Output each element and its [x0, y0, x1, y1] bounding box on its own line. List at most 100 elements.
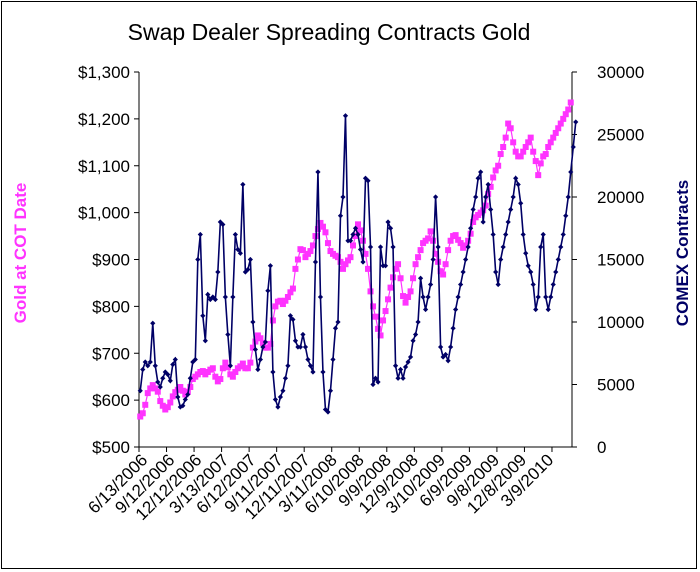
- gold-price-point: [565, 106, 572, 113]
- comex-contracts-point: [290, 316, 296, 323]
- comex-contracts-point: [465, 244, 471, 250]
- gold-price-point: [492, 167, 499, 174]
- comex-contracts-point: [327, 388, 334, 394]
- y-right-tick-label: 30000: [597, 63, 644, 82]
- gold-price-point: [247, 359, 254, 366]
- comex-contracts-point: [142, 359, 148, 365]
- comex-contracts-point: [443, 351, 449, 358]
- gold-price-point: [550, 134, 557, 141]
- comex-contracts-point: [485, 181, 491, 188]
- gold-price-point: [309, 242, 316, 249]
- y-left-tick-label: $1,200: [78, 110, 130, 129]
- comex-contracts-point: [448, 344, 454, 350]
- comex-contracts-point: [377, 244, 384, 250]
- gold-price-point: [144, 390, 151, 397]
- comex-contracts-point: [498, 256, 504, 263]
- comex-contracts-point: [553, 269, 559, 275]
- gold-price-point: [372, 313, 379, 320]
- gold-price-point: [284, 294, 291, 300]
- y-left-tick-label: $900: [92, 251, 130, 270]
- gold-price-point: [427, 228, 434, 235]
- gold-price-point: [397, 275, 404, 282]
- comex-contracts-point: [187, 375, 193, 381]
- comex-contracts-point: [520, 231, 526, 238]
- gold-price-point: [244, 365, 251, 372]
- gold-price-point: [502, 134, 509, 141]
- gold-price-point: [562, 111, 569, 118]
- comex-contracts-point: [357, 246, 364, 253]
- gold-price-point: [547, 139, 554, 146]
- gold-price-point: [239, 360, 246, 367]
- comex-contracts-point: [287, 313, 294, 319]
- gold-price-point: [537, 160, 544, 167]
- gold-price-point: [490, 174, 497, 181]
- gold-price-point: [267, 340, 274, 347]
- gold-price-point: [324, 240, 331, 247]
- comex-contracts-point: [292, 338, 299, 344]
- gold-price-point: [222, 359, 229, 366]
- gold-price-point: [299, 247, 306, 254]
- gold-price-point: [149, 382, 156, 389]
- gold-price-point: [217, 376, 224, 383]
- comex-contracts-point: [555, 256, 561, 263]
- y-right-tick-label: 15000: [597, 251, 644, 270]
- comex-contracts-point: [402, 364, 409, 370]
- gold-price-point: [382, 308, 389, 315]
- y-left-tick-label: $800: [92, 297, 130, 316]
- comex-contracts-point: [518, 200, 524, 206]
- comex-contracts-point: [463, 256, 469, 263]
- gold-price-point: [314, 226, 321, 233]
- comex-contracts-point: [155, 379, 161, 385]
- comex-contracts-point: [455, 294, 461, 300]
- gold-price-point: [497, 151, 504, 158]
- gold-price-point: [437, 268, 444, 275]
- comex-contracts-point: [297, 344, 304, 350]
- comex-contracts-point: [195, 256, 201, 263]
- comex-contracts-point: [565, 194, 571, 200]
- y-left-tick-label: $600: [92, 391, 130, 410]
- comex-contracts-point: [370, 381, 376, 388]
- comex-contracts-point: [262, 339, 268, 345]
- y-right-tick-label: 0: [597, 438, 606, 457]
- gold-price-point: [425, 235, 432, 242]
- gold-price-point: [370, 303, 377, 310]
- gold-price-point: [147, 385, 154, 392]
- gold-price-point: [532, 158, 539, 165]
- gold-price-point: [432, 250, 439, 257]
- gold-price-point: [560, 115, 567, 122]
- gold-price-point: [344, 257, 351, 264]
- gold-price-point: [545, 144, 552, 150]
- comex-contracts-point: [150, 320, 156, 326]
- comex-contracts-point: [473, 194, 479, 200]
- gold-price-point: [219, 365, 226, 372]
- comex-contracts-point: [202, 338, 208, 344]
- comex-contracts-point: [505, 219, 511, 225]
- comex-contracts-point: [513, 175, 519, 181]
- comex-contracts-point: [317, 294, 324, 300]
- comex-contracts-point: [225, 331, 231, 338]
- gold-price-point: [319, 223, 326, 230]
- chart-title: Swap Dealer Spreading Contracts Gold: [128, 19, 531, 45]
- comex-contracts-point: [347, 238, 354, 244]
- comex-contracts-point: [342, 113, 349, 119]
- y-right-tick-label: 20000: [597, 188, 644, 207]
- comex-contracts-point: [240, 181, 246, 188]
- comex-contracts-point: [167, 378, 173, 384]
- gold-price-point: [495, 162, 502, 169]
- gold-price-point: [465, 237, 472, 244]
- comex-contracts-point: [563, 213, 569, 219]
- gold-price-point: [292, 265, 299, 272]
- gold-price-point: [412, 261, 419, 268]
- gold-price-point: [229, 373, 236, 380]
- comex-contracts-point: [508, 206, 514, 213]
- gold-price-point: [287, 289, 294, 296]
- gold-price-point: [187, 384, 194, 390]
- comex-contracts-point: [310, 369, 316, 375]
- gold-price-point: [157, 398, 164, 405]
- comex-contracts-point: [267, 263, 274, 269]
- gold-price-point: [179, 387, 186, 394]
- gold-price-point: [264, 344, 271, 351]
- gold-price-point: [552, 129, 559, 136]
- gold-price-point: [542, 151, 549, 158]
- comex-contracts-point: [270, 369, 276, 375]
